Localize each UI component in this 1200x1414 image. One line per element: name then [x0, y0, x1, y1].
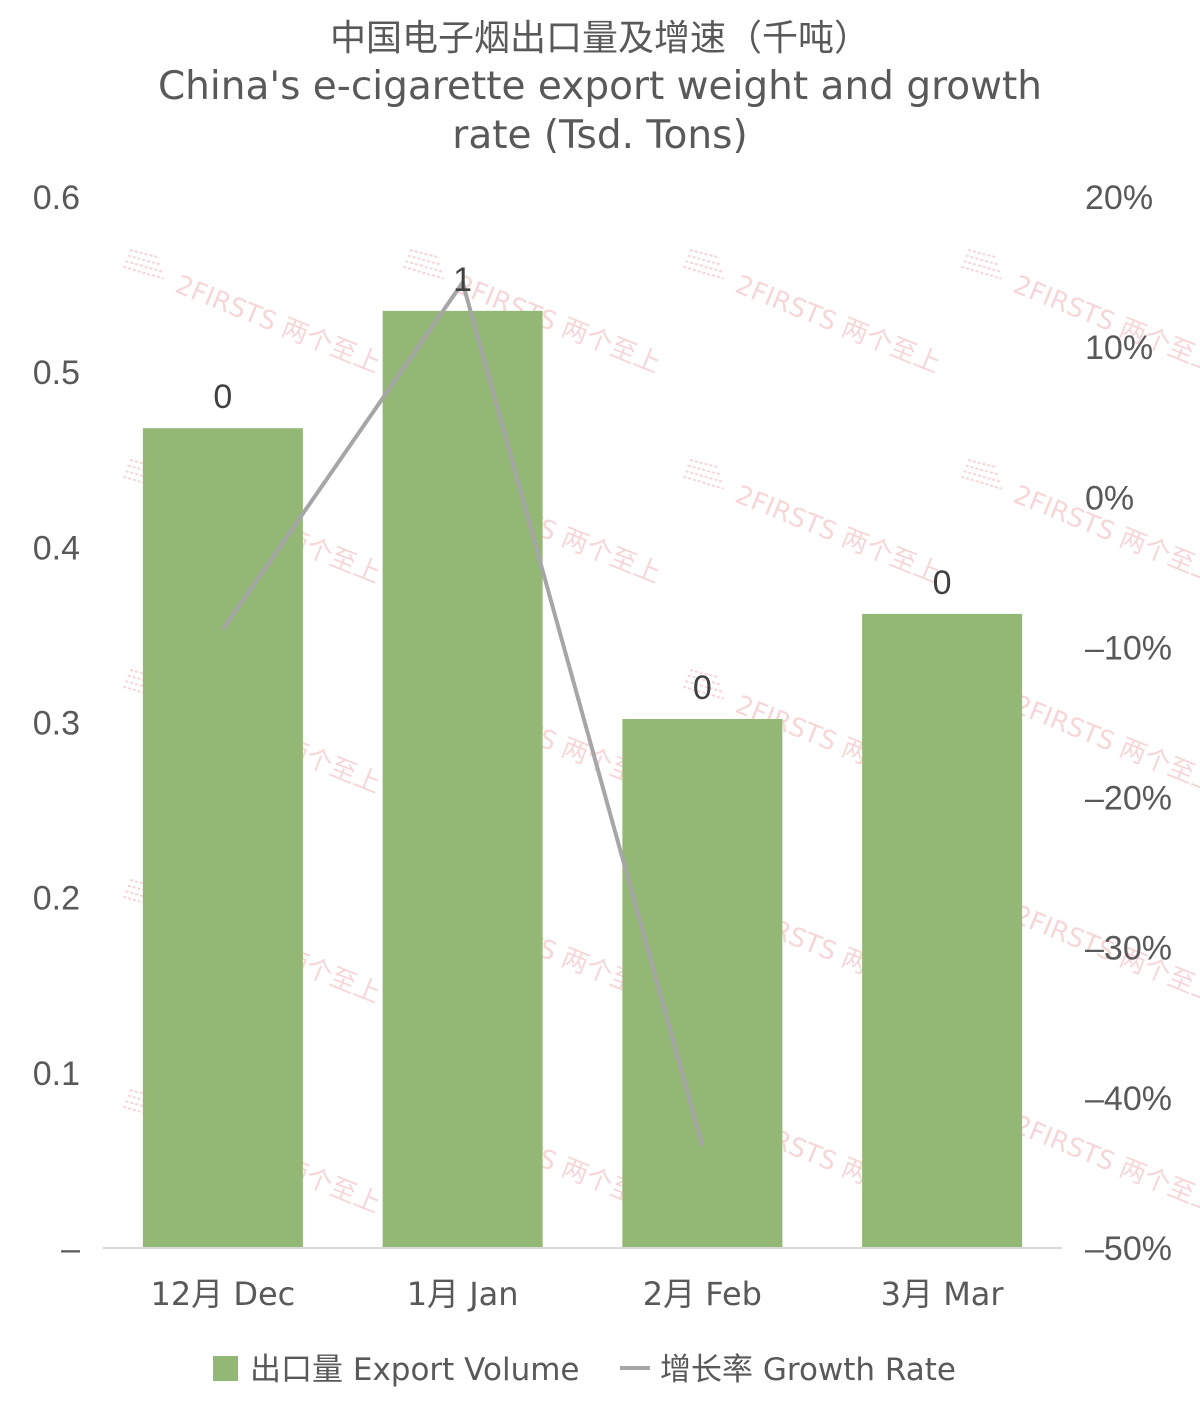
watermark-logo: 2FIRSTS 两个至上: [960, 459, 1200, 590]
watermark-logo: 2FIRSTS 两个至上: [122, 249, 385, 380]
watermark-text: 2FIRSTS 两个至上: [731, 480, 945, 590]
bar-data-labels: 0 1 0 0: [213, 261, 951, 707]
bar-data-label: 1: [453, 261, 472, 299]
chart-title: 中国电子烟出口量及增速（千吨）: [330, 18, 870, 59]
bar-data-label: 0: [933, 564, 952, 602]
watermark-text: 2FIRSTS 两个至上: [731, 270, 945, 380]
left-axis-tick-label: 0.2: [33, 880, 80, 918]
watermark-logo: 2FIRSTS 两个至上: [682, 249, 945, 380]
bar-1: [142, 428, 303, 1249]
legend: 出口量 Export Volume 增长率 Growth Rate: [213, 1352, 956, 1388]
legend-label-growth-rate: 增长率 Growth Rate: [660, 1352, 956, 1388]
x-axis-category-label: 2月 Feb: [643, 1275, 762, 1313]
watermark-text: 2FIRSTS 两个至上: [171, 270, 385, 380]
right-axis: –50% –40% –30% –20% –10% 0% 10% 20%: [1085, 179, 1172, 1268]
right-axis-tick-label: –40%: [1085, 1080, 1172, 1118]
bar-4: [862, 613, 1023, 1248]
left-axis-tick-label: 0.3: [33, 705, 80, 743]
left-axis-tick-label: –: [61, 1230, 80, 1268]
x-axis-category-label: 12月 Dec: [150, 1275, 295, 1313]
x-axis-category-label: 1月 Jan: [407, 1275, 519, 1313]
right-axis-tick-label: –30%: [1085, 930, 1172, 968]
chart-subtitle-line: China's e-cigarette export weight and gr…: [158, 64, 1042, 109]
left-axis-tick-label: 0.6: [33, 179, 80, 217]
watermark-logo: 2FIRSTS 两个至上: [682, 459, 945, 590]
bar-3: [622, 718, 783, 1248]
left-axis-tick-label: 0.5: [33, 354, 80, 392]
watermark-logo: 2FIRSTS 两个至上: [960, 249, 1200, 380]
bar-series: [142, 310, 1023, 1249]
right-axis-tick-label: –10%: [1085, 629, 1172, 667]
right-axis-tick-label: 0%: [1085, 479, 1134, 517]
growth-line-series: [221, 277, 705, 1147]
chart-subtitle-line: rate (Tsd. Tons): [452, 113, 747, 158]
chart-title-group: 中国电子烟出口量及增速（千吨） China's e-cigarette expor…: [158, 18, 1042, 158]
right-axis-tick-label: –20%: [1085, 780, 1172, 818]
left-axis: – 0.1 0.2 0.3 0.4 0.5 0.6: [33, 179, 80, 1268]
bar-data-label: 0: [213, 378, 232, 416]
bar-data-label: 0: [693, 669, 712, 707]
legend-swatch-bar: [213, 1356, 238, 1381]
legend-label-export-volume: 出口量 Export Volume: [250, 1352, 579, 1388]
growth-rate-line: [221, 277, 705, 1147]
right-axis-tick-label: 20%: [1085, 179, 1153, 217]
watermark-text: 2FIRSTS 两个至上: [1009, 1110, 1200, 1220]
x-axis-categories: 12月 Dec 1月 Jan 2月 Feb 3月 Mar: [150, 1275, 1004, 1313]
left-axis-tick-label: 0.1: [33, 1055, 80, 1093]
left-axis-tick-label: 0.4: [33, 529, 80, 567]
x-axis-category-label: 3月 Mar: [881, 1275, 1005, 1313]
bar-2: [382, 310, 543, 1248]
right-axis-tick-label: –50%: [1085, 1230, 1172, 1268]
right-axis-tick-label: 10%: [1085, 329, 1153, 367]
